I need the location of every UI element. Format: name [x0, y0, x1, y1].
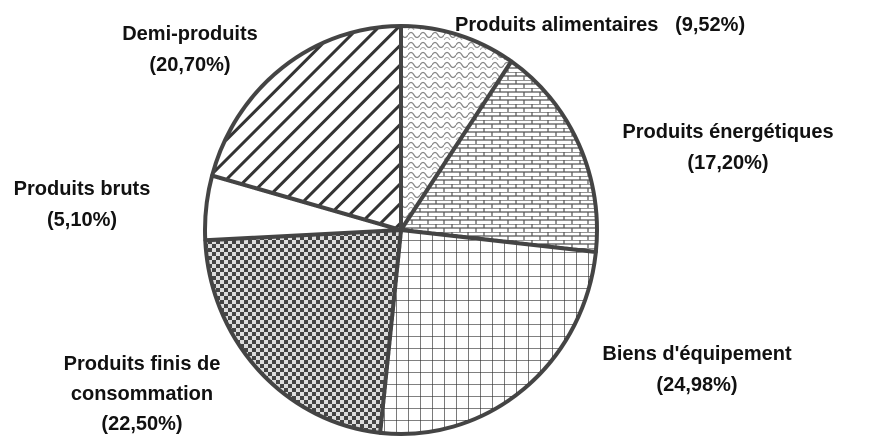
slice-label: Produits alimentaires (9,52%) [455, 10, 865, 41]
category-label: Produits bruts [13, 178, 151, 200]
pie-slice [203, 228, 403, 435]
category-label: Biens d'équipement [602, 343, 792, 365]
slice-label: Produits finis de consommation (22,50%) [32, 349, 252, 438]
pie-slice [399, 24, 514, 232]
category-label: Demi-produits [122, 23, 258, 45]
slice-label: Produits énergétiques (17,20%) [578, 117, 871, 179]
pie-slice [210, 24, 403, 232]
slice-label: Biens d'équipement (24,98%) [557, 339, 837, 401]
value-label: (5,10%) [46, 209, 118, 231]
value-label: (9,52%) [675, 14, 746, 36]
pie-slice [399, 59, 599, 255]
value-label: (17,20%) [687, 152, 769, 174]
category-label: Produits énergétiques [622, 121, 834, 143]
value-label: (24,98%) [656, 374, 738, 396]
slice-label: Produits bruts (5,10%) [0, 174, 164, 236]
category-label: Produits alimentaires [455, 14, 659, 36]
slice-label: Demi-produits (20,70%) [80, 19, 300, 81]
pie-slice [378, 228, 598, 436]
value-label: (22,50%) [101, 413, 183, 435]
category-label: Produits finis de consommation [63, 353, 221, 405]
value-label: (20,70%) [149, 54, 231, 76]
